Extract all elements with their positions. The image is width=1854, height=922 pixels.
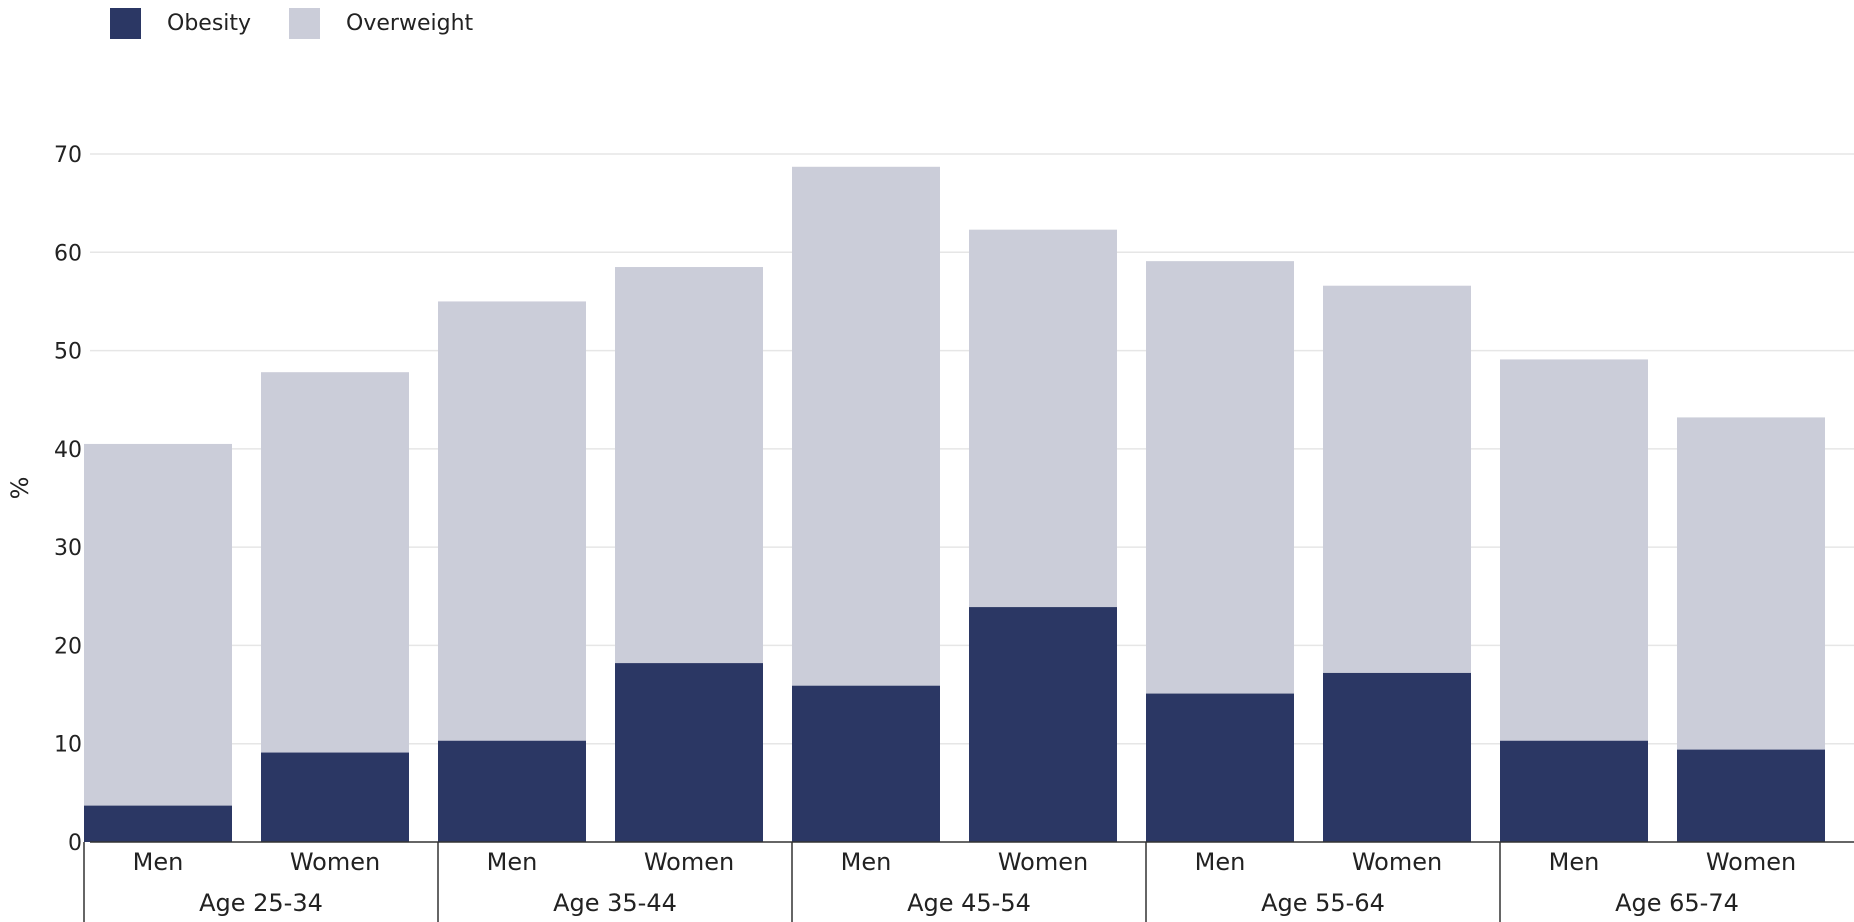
group-label-age-65-74: Age 65-74 — [1615, 889, 1739, 917]
group-label-age-25-34: Age 25-34 — [199, 889, 323, 917]
bar-obesity-age-45-54-men — [792, 685, 940, 842]
x-tick-label-men: Men — [1549, 848, 1600, 876]
bar-obesity-age-35-44-men — [438, 740, 586, 842]
x-tick-label-women: Women — [1706, 848, 1796, 876]
y-tick-label-0: 0 — [68, 831, 82, 856]
x-tick-label-women: Women — [290, 848, 380, 876]
x-tick-label-women: Women — [644, 848, 734, 876]
bar-obesity-age-55-64-men — [1146, 693, 1294, 842]
y-tick-label-20: 20 — [54, 634, 82, 659]
x-tick-label-men: Men — [133, 848, 184, 876]
y-tick-label-60: 60 — [54, 241, 82, 266]
y-tick-label-40: 40 — [54, 438, 82, 463]
bar-overweight-age-25-34-men — [84, 443, 232, 842]
bars — [84, 166, 1825, 842]
bar-obesity-age-65-74-men — [1500, 740, 1648, 842]
bar-obesity-age-45-54-women — [969, 607, 1117, 842]
y-axis-label: % — [6, 477, 34, 500]
group-label-age-55-64: Age 55-64 — [1261, 889, 1385, 917]
group-label-age-45-54: Age 45-54 — [907, 889, 1031, 917]
y-tick-label-50: 50 — [54, 340, 82, 365]
legend-item-obesity[interactable]: Obesity — [110, 8, 251, 39]
legend-swatch-obesity — [110, 8, 141, 39]
y-tick-label-70: 70 — [54, 143, 82, 168]
axes: 0 10 20 30 40 50 60 70 Men Women Age 25-34 Men Women… — [54, 143, 1854, 922]
legend-item-overweight[interactable]: Overweight — [289, 8, 473, 39]
x-tick-label-women: Women — [998, 848, 1088, 876]
bar-obesity-age-55-64-women — [1323, 672, 1471, 842]
x-tick-label-men: Men — [841, 848, 892, 876]
x-tick-label-men: Men — [1195, 848, 1246, 876]
bar-obesity-age-25-34-women — [261, 752, 409, 842]
bar-obesity-age-65-74-women — [1677, 749, 1825, 842]
y-tick-label-10: 10 — [54, 733, 82, 758]
legend: Obesity Overweight — [110, 8, 511, 39]
legend-label-overweight: Overweight — [346, 11, 474, 36]
x-tick-label-men: Men — [487, 848, 538, 876]
group-label-age-35-44: Age 35-44 — [553, 889, 677, 917]
legend-label-obesity: Obesity — [167, 11, 252, 36]
x-tick-label-women: Women — [1352, 848, 1442, 876]
legend-swatch-overweight — [289, 8, 321, 39]
bar-obesity-age-25-34-men — [84, 805, 232, 842]
y-tick-label-30: 30 — [54, 536, 82, 561]
bar-obesity-age-35-44-women — [615, 663, 763, 842]
